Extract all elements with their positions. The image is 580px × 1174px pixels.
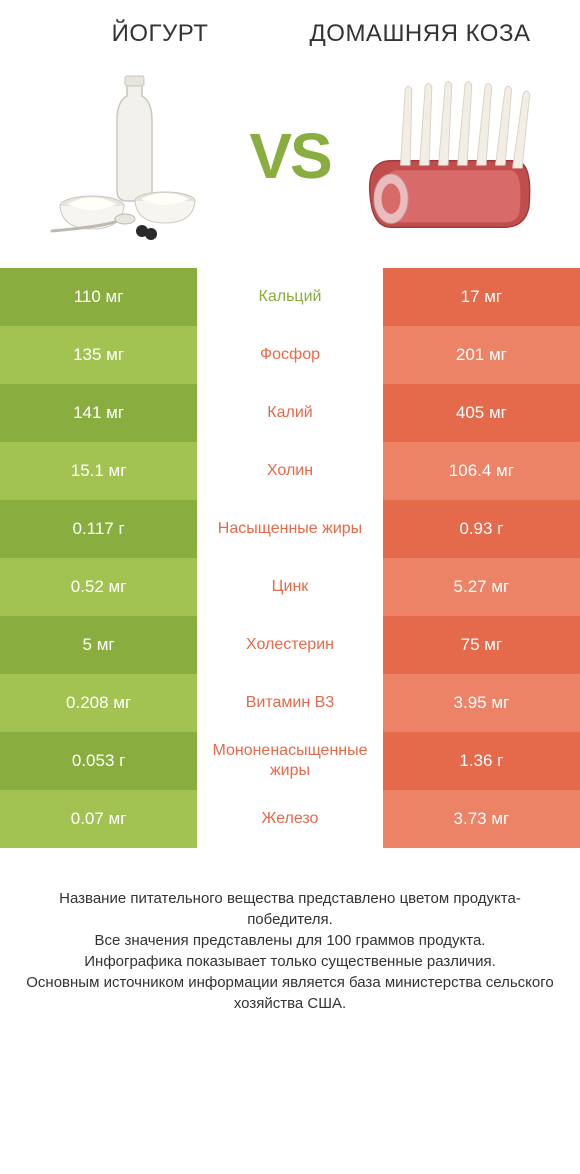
left-value: 135 мг xyxy=(0,326,197,384)
left-value: 15.1 мг xyxy=(0,442,197,500)
footer-notes: Название питательного вещества представл… xyxy=(0,848,580,1034)
header: ЙОГУРТ ДОМАШНЯЯ КОЗА xyxy=(0,0,580,58)
table-row: 110 мгКальций17 мг xyxy=(0,268,580,326)
vs-label: VS xyxy=(249,119,330,193)
footer-line: Название питательного вещества представл… xyxy=(20,888,560,930)
nutrient-label: Кальций xyxy=(197,268,383,326)
right-value: 5.27 мг xyxy=(383,558,580,616)
table-row: 0.117 гНасыщенные жиры0.93 г xyxy=(0,500,580,558)
nutrient-label: Железо xyxy=(197,790,383,848)
right-value: 3.95 мг xyxy=(383,674,580,732)
nutrient-label: Насыщенные жиры xyxy=(197,500,383,558)
table-row: 0.07 мгЖелезо3.73 мг xyxy=(0,790,580,848)
left-value: 0.208 мг xyxy=(0,674,197,732)
nutrient-label: Холестерин xyxy=(197,616,383,674)
left-product-image xyxy=(20,66,244,246)
footer-line: Все значения представлены для 100 граммо… xyxy=(20,930,560,951)
left-value: 0.117 г xyxy=(0,500,197,558)
table-row: 15.1 мгХолин106.4 мг xyxy=(0,442,580,500)
nutrient-label: Фосфор xyxy=(197,326,383,384)
left-value: 0.053 г xyxy=(0,732,197,790)
right-product-image xyxy=(336,66,560,246)
table-row: 135 мгФосфор201 мг xyxy=(0,326,580,384)
table-row: 5 мгХолестерин75 мг xyxy=(0,616,580,674)
table-row: 0.208 мгВитамин B33.95 мг xyxy=(0,674,580,732)
right-value: 0.93 г xyxy=(383,500,580,558)
right-value: 17 мг xyxy=(383,268,580,326)
left-product-title: ЙОГУРТ xyxy=(30,20,290,48)
nutrient-label: Холин xyxy=(197,442,383,500)
right-value: 106.4 мг xyxy=(383,442,580,500)
right-value: 3.73 мг xyxy=(383,790,580,848)
nutrient-label: Мононенасыщенные жиры xyxy=(197,732,383,790)
footer-line: Инфографика показывает только существенн… xyxy=(20,951,560,972)
table-row: 0.52 мгЦинк5.27 мг xyxy=(0,558,580,616)
yogurt-icon xyxy=(47,71,217,241)
left-value: 141 мг xyxy=(0,384,197,442)
right-value: 405 мг xyxy=(383,384,580,442)
table-row: 141 мгКалий405 мг xyxy=(0,384,580,442)
left-value: 5 мг xyxy=(0,616,197,674)
nutrient-label: Цинк xyxy=(197,558,383,616)
footer-line: Основным источником информации является … xyxy=(20,972,560,1014)
images-row: VS xyxy=(0,58,580,268)
meat-rack-icon xyxy=(353,71,543,241)
nutrient-label: Витамин B3 xyxy=(197,674,383,732)
left-value: 0.07 мг xyxy=(0,790,197,848)
table-row: 0.053 гМононенасыщенные жиры1.36 г xyxy=(0,732,580,790)
nutrient-table: 110 мгКальций17 мг135 мгФосфор201 мг141 … xyxy=(0,268,580,848)
left-value: 110 мг xyxy=(0,268,197,326)
right-value: 75 мг xyxy=(383,616,580,674)
right-value: 201 мг xyxy=(383,326,580,384)
nutrient-label: Калий xyxy=(197,384,383,442)
right-value: 1.36 г xyxy=(383,732,580,790)
left-value: 0.52 мг xyxy=(0,558,197,616)
right-product-title: ДОМАШНЯЯ КОЗА xyxy=(290,20,550,48)
